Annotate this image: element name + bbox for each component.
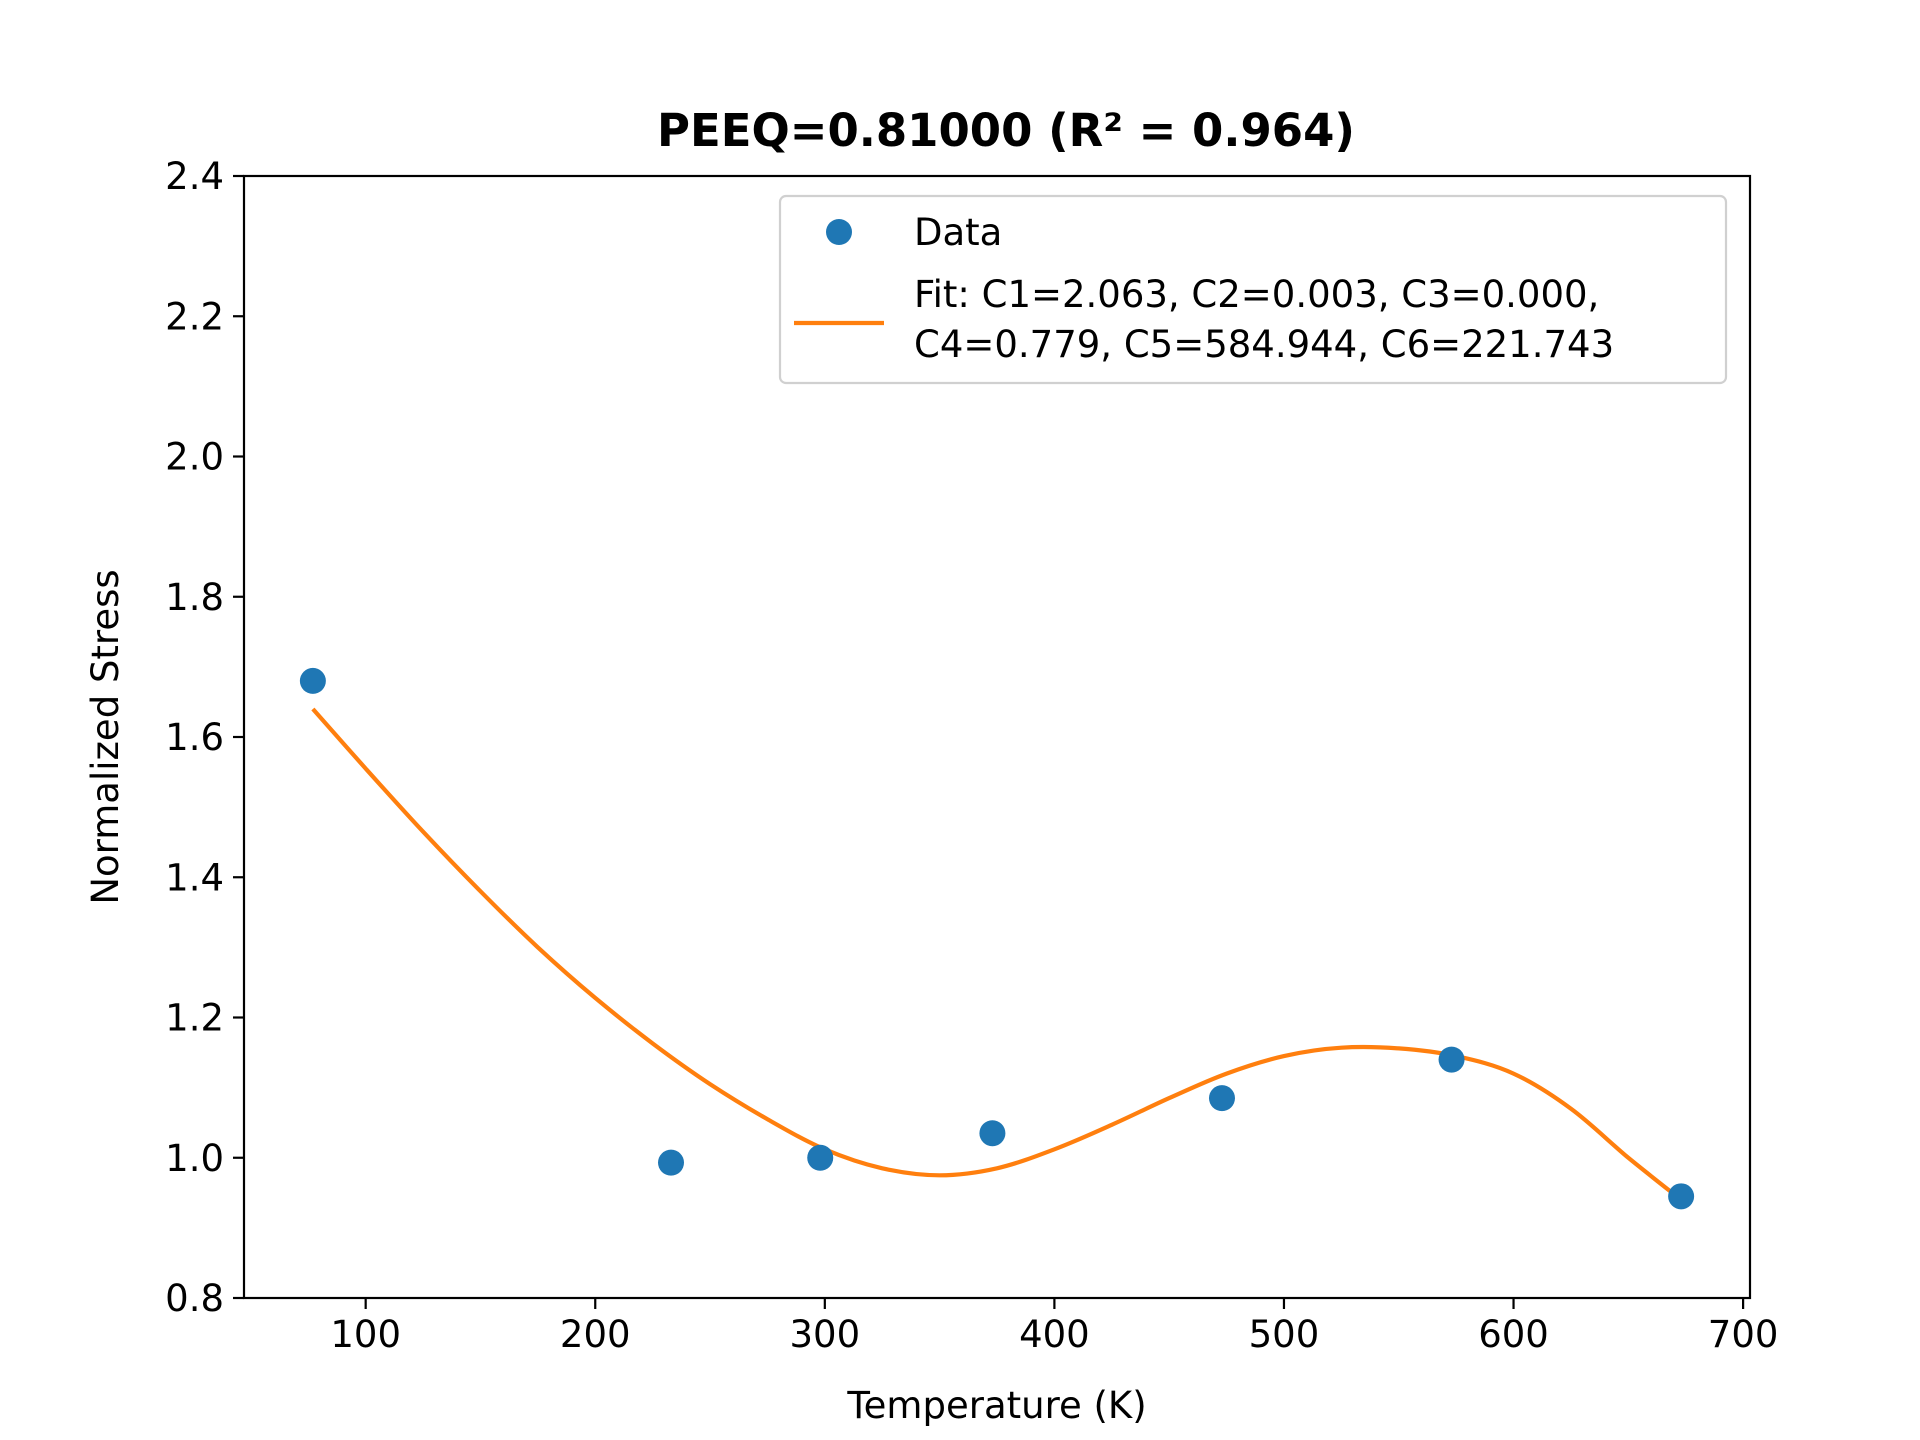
x-tick-label: 200 xyxy=(560,1313,631,1356)
x-tick-label: 400 xyxy=(1019,1313,1090,1356)
data-point xyxy=(1208,1085,1235,1112)
y-tick-label: 1.4 xyxy=(165,856,224,899)
legend-marker-data xyxy=(826,219,852,245)
y-tick-label: 1.8 xyxy=(165,576,224,619)
data-point xyxy=(299,667,326,694)
y-tick-label: 2.0 xyxy=(165,436,224,479)
legend-box xyxy=(778,194,1728,385)
chart-title: PEEQ=0.81000 (R² = 0.964) xyxy=(657,104,1355,157)
data-point xyxy=(658,1149,685,1176)
data-point xyxy=(1668,1183,1695,1210)
x-tick-label: 300 xyxy=(790,1313,861,1356)
x-tick-label: 100 xyxy=(330,1313,401,1356)
y-tick-label: 2.2 xyxy=(165,295,224,338)
data-point xyxy=(979,1120,1006,1147)
y-tick-label: 0.8 xyxy=(165,1277,224,1320)
data-point xyxy=(807,1144,834,1171)
y-tick-label: 1.2 xyxy=(165,997,224,1040)
y-axis: 0.8 1.0 1.2 1.4 1.6 1.8 2.0 2.2 2.4 xyxy=(165,155,244,1320)
plot-area: 100 200 300 400 500 600 700 0.8 1.0 1.2 1.4 1.6 1.8… xyxy=(165,155,1778,1356)
y-tick-label: 1.0 xyxy=(165,1137,224,1180)
data-points xyxy=(299,667,1695,1210)
x-tick-label: 500 xyxy=(1249,1313,1320,1356)
data-point xyxy=(1438,1046,1465,1073)
legend-label-data: Data xyxy=(914,211,1002,254)
legend: Data Fit: C1=2.063, C2=0.003, C3=0.000, … xyxy=(778,194,1728,385)
x-axis-title: Temperature (K) xyxy=(846,1384,1146,1427)
legend-label-fit-line-1: Fit: C1=2.063, C2=0.003, C3=0.000, xyxy=(914,273,1599,316)
y-axis-title: Normalized Stress xyxy=(84,569,127,904)
x-tick-label: 700 xyxy=(1708,1313,1779,1356)
x-tick-label: 600 xyxy=(1478,1313,1549,1356)
y-tick-label: 2.4 xyxy=(165,155,224,198)
y-tick-label: 1.6 xyxy=(165,716,224,759)
legend-label-fit-line-2: C4=0.779, C5=584.944, C6=221.743 xyxy=(914,323,1614,366)
x-axis: 100 200 300 400 500 600 700 xyxy=(330,1298,1778,1356)
